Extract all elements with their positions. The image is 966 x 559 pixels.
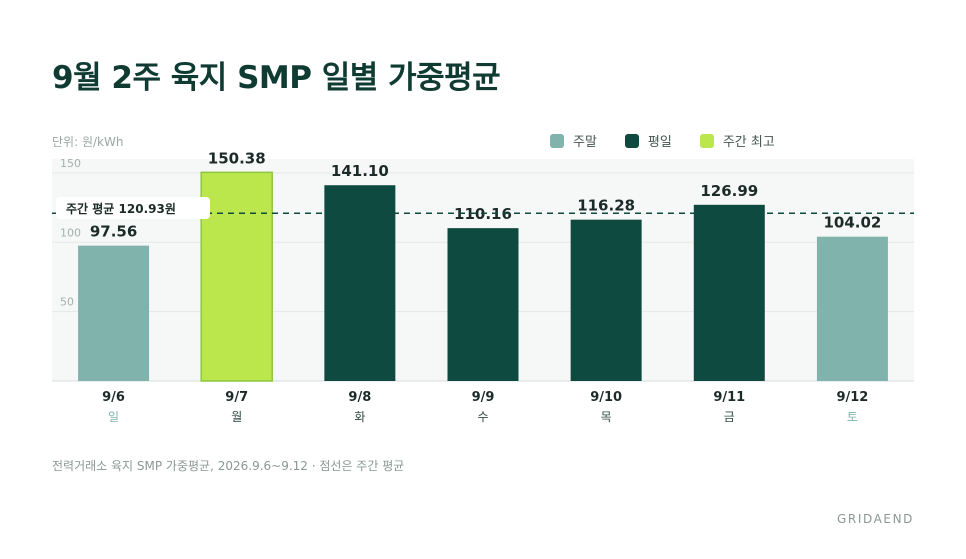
x-tick-label: 9/6 xyxy=(102,390,125,405)
legend-item-weekday: 평일 xyxy=(624,131,672,150)
legend-item-weekend: 주말 xyxy=(550,131,597,150)
brand-logo: GRIDAEND xyxy=(836,512,914,526)
weekday-label: 목 xyxy=(601,410,612,424)
legend: 주말 평일 주간 최고 xyxy=(550,131,775,150)
bar-9-11 xyxy=(693,204,765,381)
x-tick-label: 9/7 xyxy=(225,390,248,405)
weekday-label: 수 xyxy=(477,410,488,424)
legend-swatch-weekend xyxy=(550,133,564,148)
y-tick-label: 150 xyxy=(60,157,81,170)
weekday-label: 일 xyxy=(108,410,119,424)
x-tick-label: 9/11 xyxy=(713,390,745,405)
legend-item-peak: 주간 최고 xyxy=(699,131,775,150)
bar-9-9 xyxy=(447,228,519,381)
bar-9-8 xyxy=(324,185,396,381)
legend-label-peak: 주간 최고 xyxy=(722,135,775,150)
weekday-label: 월 xyxy=(231,410,242,424)
bar-value-label: 150.38 xyxy=(208,149,266,167)
x-tick-label: 9/8 xyxy=(348,390,371,405)
legend-swatch-peak xyxy=(699,133,714,148)
x-tick-label: 9/9 xyxy=(472,390,495,405)
bar-9-6 xyxy=(78,245,150,381)
bar-value-label: 141.10 xyxy=(331,162,389,180)
bar-value-label: 126.99 xyxy=(700,182,758,200)
page-title: 9월 2주 육지 SMP 일별 가중평균 xyxy=(52,60,501,96)
legend-label-weekend: 주말 xyxy=(573,135,597,150)
legend-swatch-weekday xyxy=(624,133,639,148)
source-note: 전력거래소 육지 SMP 가중평균, 2026.9.6~9.12 · 점선은 주… xyxy=(52,459,405,473)
y-tick-label: 50 xyxy=(60,296,74,309)
y-tick-label: 100 xyxy=(60,226,81,239)
legend-label-weekday: 평일 xyxy=(647,135,672,150)
bar-9-12 xyxy=(816,236,888,381)
bar-value-label: 104.02 xyxy=(823,214,881,232)
average-label-box xyxy=(56,197,210,219)
weekday-label: 금 xyxy=(724,410,735,424)
bar-value-label: 116.28 xyxy=(577,197,635,215)
bar-value-label: 97.56 xyxy=(90,223,137,241)
weekday-label: 토 xyxy=(847,410,858,424)
average-label: 주간 평균 120.93원 xyxy=(66,201,176,216)
weekday-label: 화 xyxy=(354,410,365,424)
bar-9-7 xyxy=(200,171,273,382)
x-tick-label: 9/10 xyxy=(590,390,622,405)
unit-label: 단위: 원/kWh xyxy=(52,135,124,149)
bar-value-label: 110.16 xyxy=(454,205,512,223)
bar-9-10 xyxy=(570,219,642,381)
x-tick-label: 9/12 xyxy=(836,390,868,405)
bar-chart: 50 100 150 97.56 9/6 일 150.38 9/7 월 141.10 9/8 화 110… xyxy=(52,149,914,424)
